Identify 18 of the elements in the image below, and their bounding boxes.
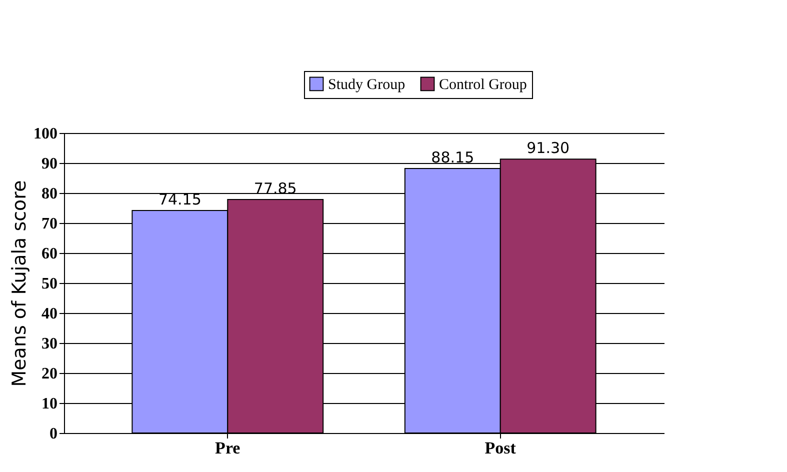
legend-label: Control Group: [439, 76, 527, 93]
x-tick-label: Pre: [215, 438, 241, 458]
y-tick-label: 60: [42, 246, 58, 262]
legend-label: Study Group: [328, 76, 406, 93]
y-tick-label: 90: [42, 156, 58, 172]
y-tick-label: 10: [42, 396, 58, 412]
y-tick-label: 30: [42, 336, 58, 352]
y-axis-title: Means of Kujala score: [8, 180, 30, 387]
y-tick-label: 80: [42, 186, 58, 202]
y-tick-label: 100: [34, 126, 58, 142]
y-tick-label: 20: [42, 366, 58, 382]
x-tick-label: Post: [484, 438, 516, 458]
y-tick-label: 50: [42, 276, 58, 292]
data-label: 91.30: [526, 139, 570, 158]
y-tick-label: 0: [50, 426, 58, 442]
y-tick-label: 70: [42, 216, 58, 232]
data-label: 88.15: [431, 148, 474, 167]
y-tick-label: 40: [42, 306, 58, 322]
